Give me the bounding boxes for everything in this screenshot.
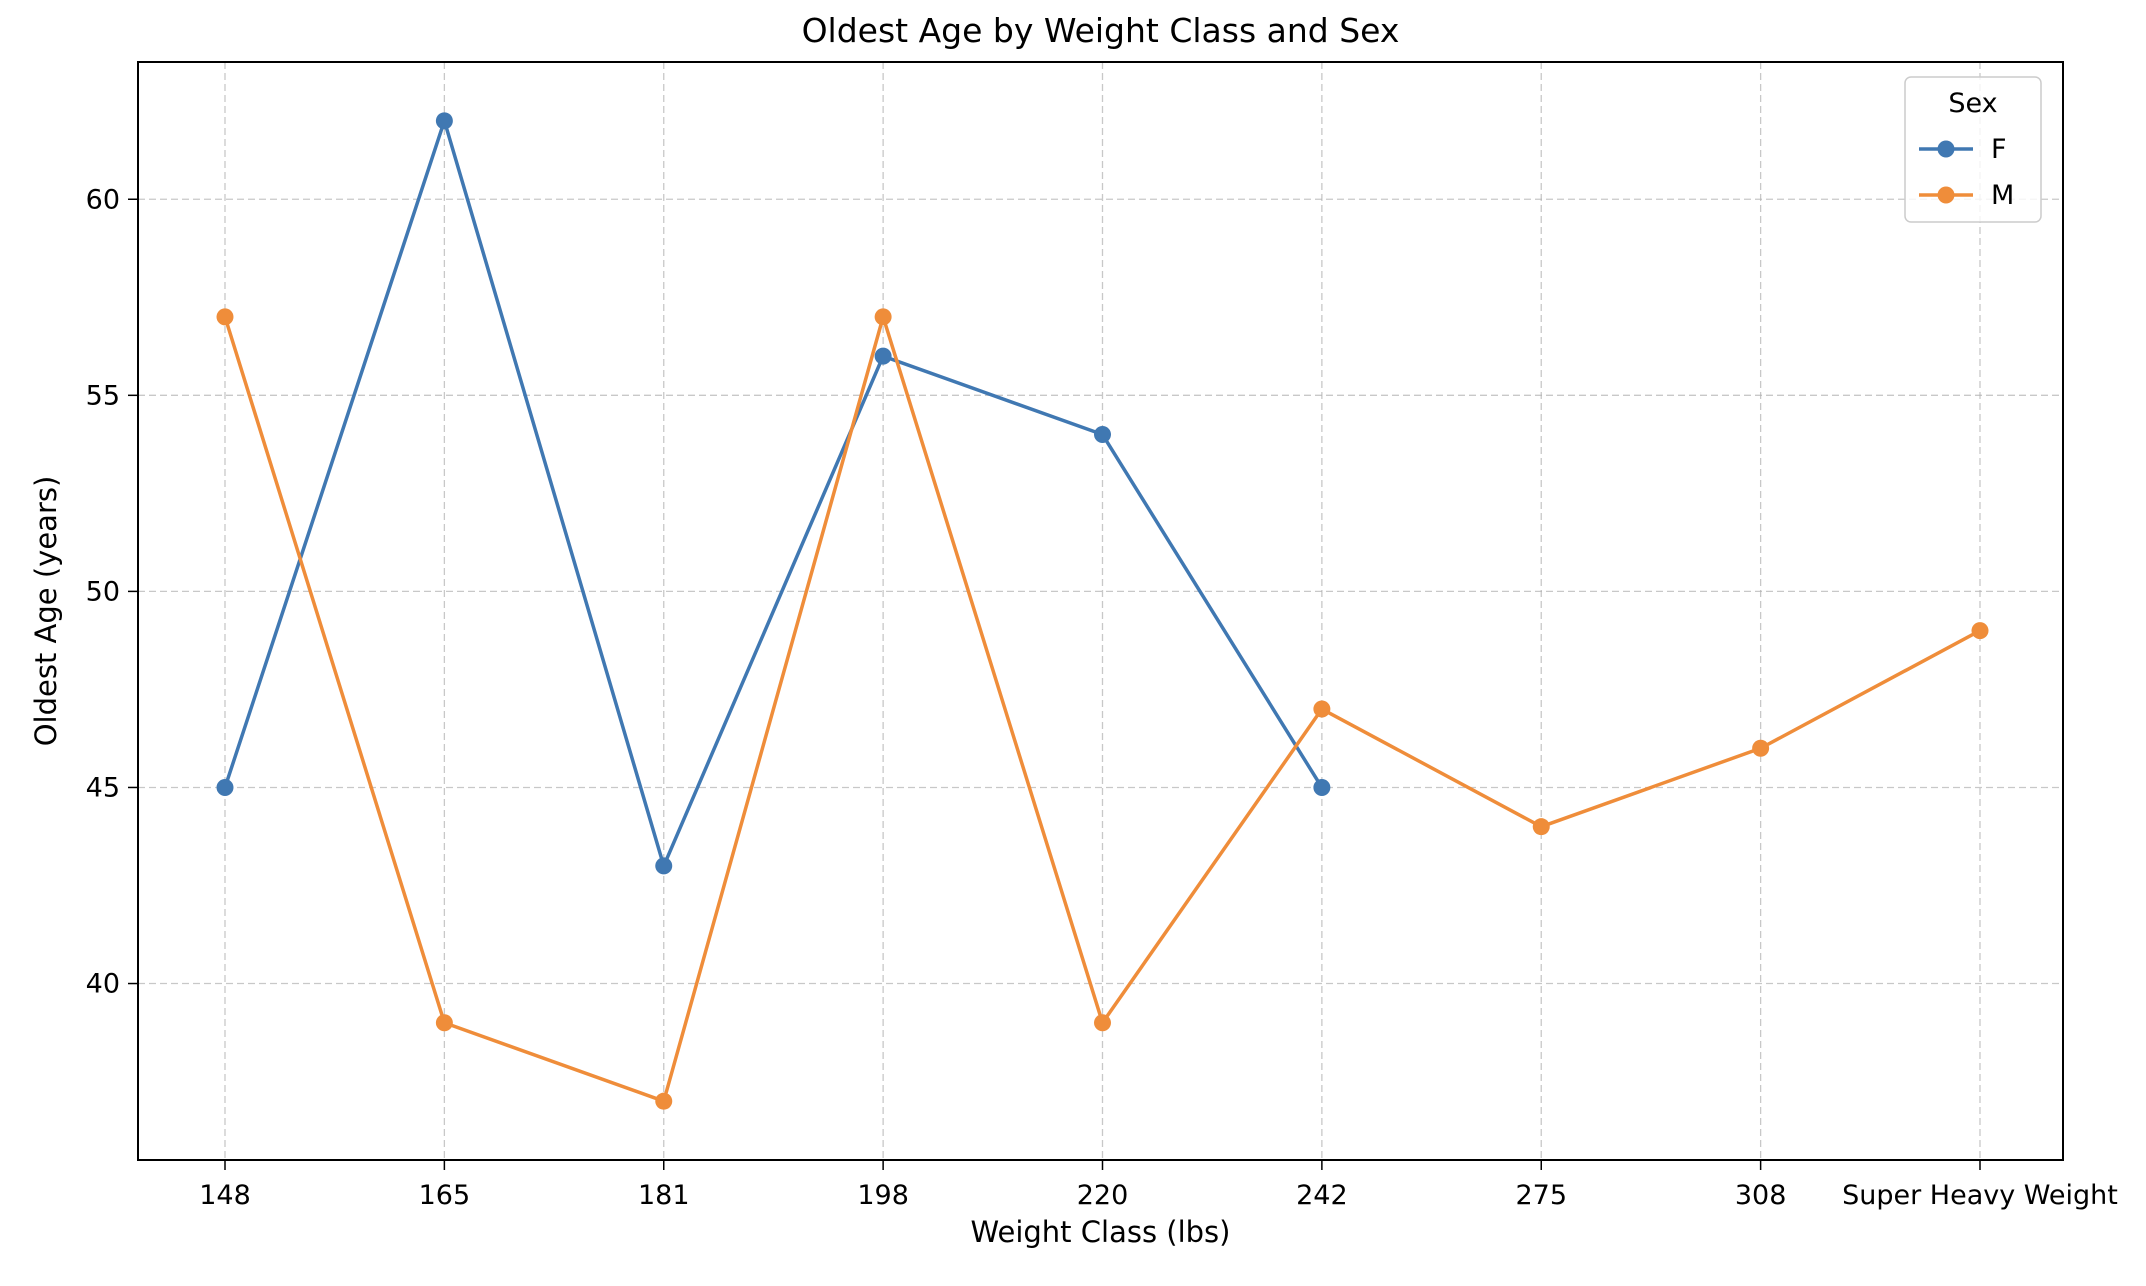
x-tick-label: 165	[419, 1180, 471, 1211]
series-M	[216, 308, 1989, 1110]
data-point	[1094, 1014, 1111, 1032]
legend-label: F	[1991, 134, 2007, 165]
x-tick-label: Super Heavy Weight	[1842, 1180, 2118, 1211]
data-point	[1313, 778, 1331, 796]
legend-label: M	[1991, 180, 2014, 211]
series-line	[223, 119, 1324, 868]
data-point	[435, 1014, 453, 1032]
x-tick-label: 242	[1296, 1180, 1348, 1211]
data-point	[216, 308, 234, 326]
y-tick-label: 60	[86, 184, 120, 215]
data-point	[216, 778, 234, 796]
legend-items: FM	[1919, 134, 2014, 211]
y-tick-label: 45	[86, 772, 120, 803]
chart-title: Oldest Age by Weight Class and Sex	[802, 11, 1400, 50]
y-tick-label: 55	[86, 380, 120, 411]
grid-layer	[138, 62, 2063, 1160]
data-point	[1094, 426, 1111, 444]
plot-frame	[137, 61, 2064, 1161]
data-point	[874, 347, 892, 365]
data-point	[1313, 700, 1331, 718]
y-tick-label: 40	[86, 969, 120, 1000]
data-point	[874, 308, 892, 326]
x-tick-label: 181	[638, 1180, 690, 1211]
legend-swatch-marker	[1937, 186, 1955, 204]
series-F	[216, 112, 1331, 875]
x-tick-label: 275	[1515, 1180, 1567, 1211]
data-point	[435, 112, 453, 130]
y-axis-label: Oldest Age (years)	[29, 476, 63, 747]
legend-item-M: M	[1919, 180, 2014, 211]
x-tick-label: 198	[857, 1180, 909, 1211]
series-layer	[216, 112, 1989, 1110]
data-point	[655, 1092, 673, 1110]
data-point	[655, 857, 673, 875]
legend-title: Sex	[1948, 88, 1997, 119]
x-tick-label: 308	[1735, 1180, 1787, 1211]
legend: Sex FM	[1904, 76, 2042, 223]
y-tick-label: 50	[86, 576, 120, 607]
x-tick-label: 220	[1077, 1180, 1129, 1211]
data-point	[1532, 818, 1550, 836]
tick-layer: 148 165 181 198 220 242 275 308 Super Heavy Weig…	[86, 184, 2118, 1211]
data-point	[1971, 622, 1989, 640]
x-tick-label: 148	[199, 1180, 251, 1211]
legend-item-F: F	[1919, 134, 2007, 165]
data-point	[1752, 739, 1770, 757]
legend-swatch-marker	[1937, 140, 1955, 158]
x-axis-label: Weight Class (lbs)	[971, 1215, 1231, 1249]
